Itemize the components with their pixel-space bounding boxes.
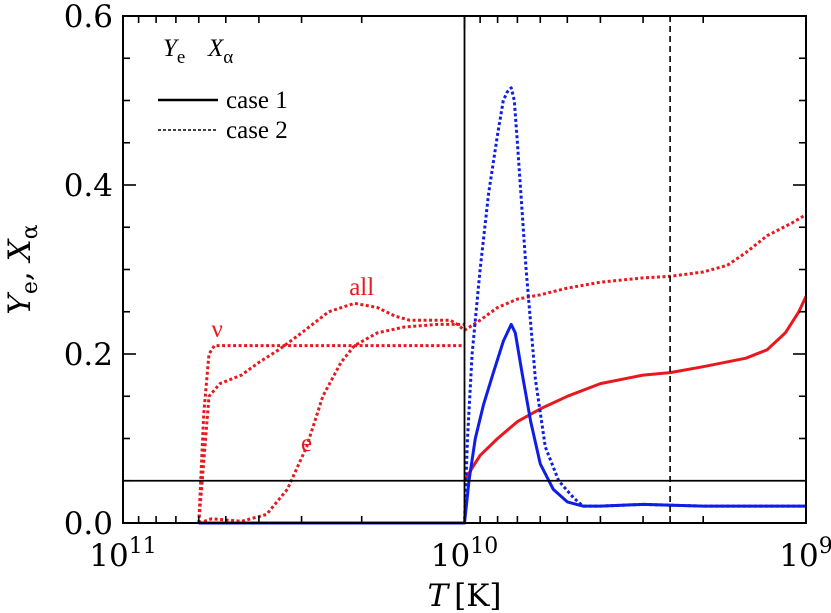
series-ye_case1 xyxy=(463,295,808,482)
x-tick-label: 1010 xyxy=(431,534,498,574)
y-tick-label: 0.0 xyxy=(64,506,113,542)
legend-ye-label: Ye xyxy=(163,35,185,68)
y-tick-label: 0.4 xyxy=(64,168,113,204)
tick-labels: 0.0 0.2 0.4 0.6 1011 1010 109 xyxy=(64,0,831,574)
y-tick-label: 0.2 xyxy=(64,337,113,373)
series-layer xyxy=(197,86,808,525)
annotations: all ν e xyxy=(212,274,375,457)
y-axis-label: Ye, Xα xyxy=(2,224,43,314)
series-xa_case1 xyxy=(198,322,806,525)
x-axis-label: T [K] xyxy=(427,578,501,613)
series-ye_case2_all xyxy=(197,213,807,524)
legend-label-case-2: case 2 xyxy=(226,117,288,144)
series-ye_case2_e xyxy=(198,322,465,525)
legend-label-case-1: case 1 xyxy=(226,87,288,114)
axis-ticks xyxy=(122,15,807,524)
x-tick-label: 109 xyxy=(779,534,831,574)
x-tick-label: 1011 xyxy=(89,534,156,574)
legend: Ye Xα case 1 case 2 xyxy=(158,35,288,144)
series-ye_case2_nu xyxy=(197,344,465,524)
annotation-label: ν xyxy=(212,316,223,343)
annotation-label: all xyxy=(349,274,374,301)
legend-xa-label: Xα xyxy=(207,35,233,68)
reference-lines xyxy=(123,16,806,523)
annotation-label: e xyxy=(301,430,312,457)
y-tick-label: 0.6 xyxy=(64,0,113,35)
